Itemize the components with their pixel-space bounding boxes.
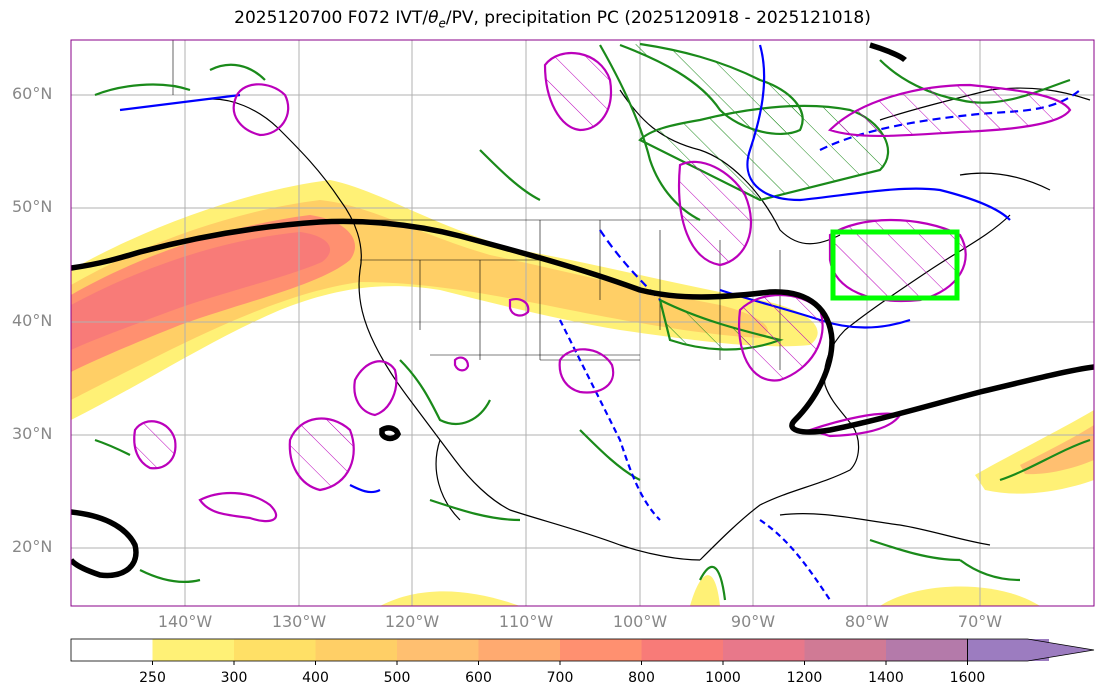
colorbar-segment [478,639,560,661]
colorbar-tick-label: 1600 [949,670,986,686]
lat-label-40: 40°N [12,311,53,330]
lat-label-30: 30°N [12,424,53,443]
colorbar-tick-label: 500 [383,670,411,686]
colorbar-outline [70,638,968,662]
colorbar-segment [723,639,805,661]
colorbar-tick-label: 250 [139,670,166,686]
lat-label-60: 60°N [12,84,53,103]
map-border [70,39,1095,607]
ivt-shading [71,180,1094,606]
colorbar-segment [152,639,234,661]
colorbar-segment [397,639,479,661]
lon-label-90: 90°W [730,612,776,631]
colorbar-tick-label: 1200 [786,670,823,686]
state-borders [172,40,900,370]
colorbar-tick-label: 1000 [705,670,741,686]
colorbar-segment [234,639,316,661]
figure-title: 2025120700 F072 IVT/θe/PV, precipitation… [234,8,871,31]
precip-contours [133,51,1072,523]
colorbar-segment [315,639,397,661]
colorbar-tick-label: 800 [628,670,655,686]
lon-label-140: 140°W [157,612,213,631]
lat-label-20: 20°N [12,537,53,556]
lon-label-70: 70°W [957,612,1003,631]
colorbar-tick-label: 300 [220,670,248,686]
colorbar-segment [886,639,968,661]
lon-label-120: 120°W [384,612,440,631]
lon-label-80: 80°W [844,612,890,631]
jet-lines [71,42,1094,579]
lon-label-100: 100°W [612,612,668,631]
theta-e-contours [94,42,1091,601]
colorbar-extend-arrow [967,638,1095,662]
colorbar-segment [804,639,886,661]
target-region-box [830,229,960,301]
lon-label-130: 130°W [271,612,327,631]
colorbar-tick-label: 700 [546,670,574,686]
colorbar-segment [560,639,642,661]
colorbar [70,638,1095,665]
colorbar-tick-label: 600 [465,670,492,686]
colorbar-segment [71,639,153,661]
colorbar-tick-label: 1400 [868,670,904,686]
colorbar-tick-label: 400 [302,670,329,686]
lon-label-110: 110°W [498,612,554,631]
lat-label-50: 50°N [12,197,53,216]
colorbar-segment [641,639,723,661]
